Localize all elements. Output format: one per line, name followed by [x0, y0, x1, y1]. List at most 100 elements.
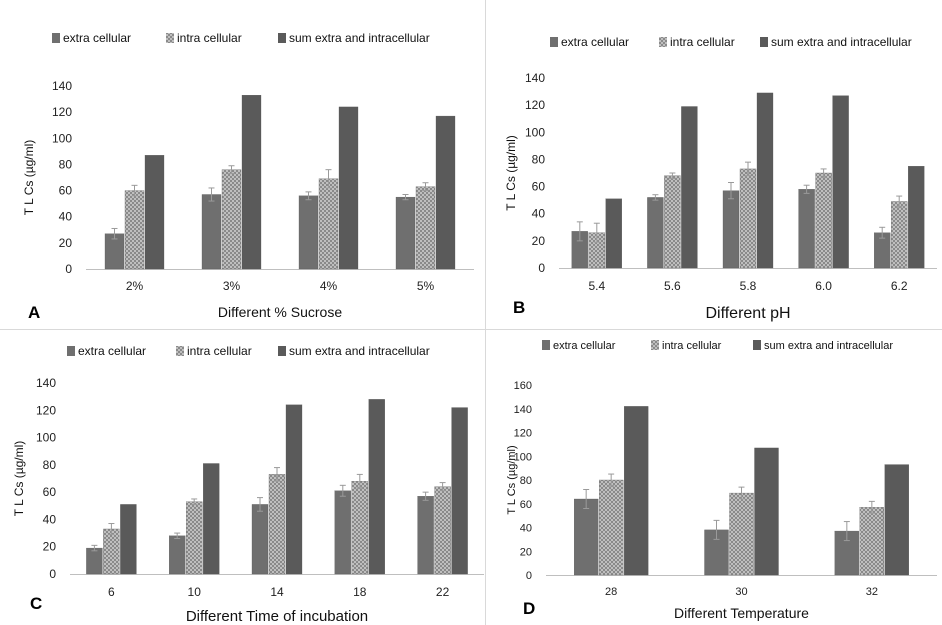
y-tick-label: 20 [532, 234, 546, 248]
legend-label-2: intra cellular [187, 344, 252, 358]
error-bar-2-1 [593, 222, 600, 243]
x-axis-label: Different Time of incubation [186, 608, 368, 625]
legend-label-2: intra cellular [670, 35, 735, 49]
x-tick-label: 32 [866, 586, 878, 598]
bar-1-2 [647, 197, 664, 269]
y-tick-label: 80 [532, 152, 546, 166]
bar-2-3 [318, 178, 339, 270]
x-tick-label: 5% [417, 279, 435, 293]
error-bar-1-4 [339, 484, 346, 497]
error-bar-2-4 [422, 182, 429, 192]
x-tick-label: 6 [108, 585, 115, 599]
error-bar-2-2 [669, 172, 676, 179]
chart-c: extra cellular intra cellular sum extra an… [12, 344, 484, 625]
x-tick-label: 6.2 [891, 279, 908, 293]
y-tick-label: 40 [43, 512, 57, 526]
y-tick-label: 140 [525, 71, 545, 85]
y-axis-label: T L Cs (µg/ml) [22, 140, 36, 216]
error-bar-2-5 [439, 482, 446, 492]
chart-b: extra cellular intra cellular sum extra an… [504, 35, 937, 322]
y-tick-label: 0 [49, 567, 56, 581]
error-bar-1-2 [208, 187, 215, 202]
bar-2-1 [103, 528, 120, 575]
x-tick-label: 5.6 [664, 279, 681, 293]
chart-panel-a: extra cellular intra cellular sum extra an… [0, 0, 484, 328]
error-bar-2-2 [738, 486, 745, 500]
x-tick-label: 6.0 [815, 279, 832, 293]
chart-d: extra cellular intra cellular sum extra an… [506, 340, 937, 621]
x-tick-label: 28 [605, 586, 617, 598]
y-axis-label: T L Cs (µg/ml) [12, 441, 26, 517]
y-tick-label: 60 [520, 499, 532, 511]
x-axis-label: Different pH [705, 305, 790, 322]
x-axis-label: Different Temperature [674, 605, 809, 621]
legend-swatch-3 [278, 33, 286, 43]
error-bar-2-4 [820, 168, 827, 178]
legend-label-3: sum extra and intracellular [771, 35, 912, 49]
legend-swatch-1 [52, 33, 60, 43]
legend-swatch-2 [176, 346, 184, 356]
error-bar-2-2 [228, 165, 235, 175]
y-tick-label: 20 [520, 546, 532, 558]
panel-letter: A [28, 303, 40, 322]
y-tick-label: 60 [532, 180, 546, 194]
bar-3-4 [435, 115, 456, 270]
error-bar-2-5 [896, 195, 903, 208]
error-bar-2-1 [108, 523, 115, 535]
error-bar-1-5 [422, 491, 429, 501]
error-bar-2-1 [608, 473, 615, 487]
legend-swatch-3 [278, 346, 286, 356]
error-bar-1-1 [91, 544, 98, 552]
legend-label-2: intra cellular [177, 31, 242, 45]
x-tick-label: 30 [735, 586, 747, 598]
bar-2-4 [415, 186, 436, 270]
chart-panel-b: extra cellular intra cellular sum extra an… [487, 0, 942, 328]
chart-panel-d: extra cellular intra cellular sum extra an… [487, 331, 942, 625]
bar-2-2 [729, 492, 754, 576]
bar-2-3 [859, 507, 884, 576]
error-bar-1-3 [305, 191, 312, 201]
y-tick-label: 60 [59, 184, 73, 198]
y-tick-label: 20 [43, 540, 57, 554]
legend-swatch-3 [753, 340, 761, 350]
bar-2-5 [434, 486, 451, 575]
error-bar-1-1 [583, 489, 590, 509]
x-tick-label: 3% [223, 279, 241, 293]
y-tick-label: 0 [526, 570, 532, 582]
x-tick-label: 4% [320, 279, 338, 293]
x-tick-label: 5.4 [588, 279, 605, 293]
legend-swatch-1 [550, 37, 558, 47]
bar-3-2 [754, 447, 779, 576]
error-bar-1-2 [713, 519, 720, 540]
bar-1-4 [334, 490, 351, 575]
bar-1-1 [86, 547, 103, 575]
x-tick-label: 5.8 [740, 279, 757, 293]
y-tick-label: 100 [525, 125, 545, 139]
bar-3-4 [832, 95, 849, 269]
y-tick-label: 160 [514, 380, 532, 392]
bar-3-3 [756, 92, 774, 269]
legend-swatch-2 [166, 33, 174, 43]
legend-label-1: extra cellular [63, 31, 131, 45]
error-bar-1-4 [402, 193, 409, 201]
bar-3-5 [908, 166, 925, 269]
bar-2-4 [351, 481, 368, 575]
legend-swatch-3 [760, 37, 768, 47]
bar-3-1 [120, 504, 137, 575]
bar-3-1 [624, 406, 649, 576]
bar-1-4 [798, 189, 815, 269]
y-tick-label: 20 [59, 236, 73, 250]
bar-1-2 [201, 194, 222, 270]
error-bar-2-3 [325, 169, 332, 189]
bar-3-2 [203, 463, 220, 575]
bar-2-5 [891, 201, 908, 269]
chart-panel-c: extra cellular intra cellular sum extra an… [0, 331, 484, 625]
error-bar-1-1 [111, 227, 118, 240]
y-tick-label: 40 [520, 523, 532, 535]
bar-1-3 [298, 195, 319, 270]
bar-3-5 [451, 407, 468, 575]
bar-1-1 [574, 498, 599, 576]
horizontal-divider [0, 329, 942, 330]
y-tick-label: 120 [36, 403, 56, 417]
error-bar-1-5 [879, 226, 886, 239]
